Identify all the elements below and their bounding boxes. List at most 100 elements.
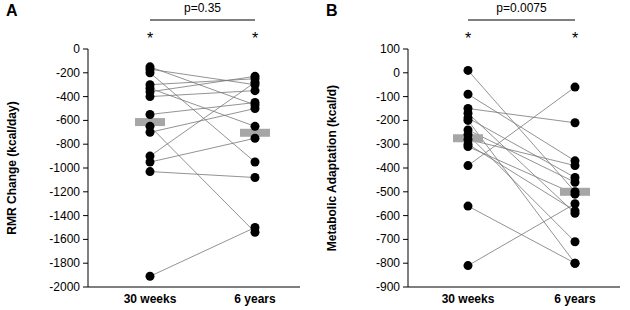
y-tick — [83, 96, 88, 97]
point — [146, 110, 155, 119]
pair-line — [150, 69, 255, 84]
p-value: p=0.35 — [184, 1, 221, 15]
panel: A-2000-1800-1600-1400-1200-1000-800-600-… — [5, 1, 300, 306]
point — [571, 178, 580, 187]
point — [464, 116, 473, 125]
y-tick-label: -400 — [56, 90, 80, 104]
pair-line — [468, 109, 575, 123]
pair-line — [468, 204, 575, 266]
y-tick — [403, 120, 408, 121]
y-tick-label: 100 — [380, 42, 400, 56]
y-tick — [83, 191, 88, 192]
pair-line — [150, 103, 255, 115]
pair-line — [468, 87, 575, 166]
pair-line — [468, 130, 575, 182]
y-tick — [83, 239, 88, 240]
point — [464, 66, 473, 75]
y-tick — [83, 49, 88, 50]
y-tick-label: -300 — [376, 137, 400, 151]
point — [146, 167, 155, 176]
y-tick — [83, 120, 88, 121]
point — [571, 118, 580, 127]
point — [464, 202, 473, 211]
point — [571, 199, 580, 208]
y-tick — [83, 144, 88, 145]
pair-line — [468, 70, 575, 191]
y-tick — [403, 239, 408, 240]
y-tick — [83, 72, 88, 73]
point — [251, 223, 260, 232]
plot-area — [453, 66, 590, 270]
pair-line — [150, 82, 255, 156]
pair-line — [150, 228, 255, 277]
point — [571, 161, 580, 170]
point — [251, 122, 260, 131]
pair-line — [150, 73, 255, 162]
point — [571, 83, 580, 92]
figure: A-2000-1800-1600-1400-1200-1000-800-600-… — [0, 0, 630, 310]
point — [571, 237, 580, 246]
y-tick-label: -500 — [376, 185, 400, 199]
plot-area — [135, 62, 270, 280]
point — [146, 68, 155, 77]
y-tick-label: -1400 — [49, 209, 80, 223]
y-tick-label: -100 — [376, 90, 400, 104]
significance: * — [572, 30, 578, 47]
significance: * — [465, 30, 471, 47]
point — [251, 158, 260, 167]
pair-line — [150, 109, 255, 133]
y-tick-label: -900 — [376, 280, 400, 294]
panel-label: B — [326, 2, 338, 19]
pair-line — [468, 118, 575, 178]
point — [571, 259, 580, 268]
y-tick — [403, 191, 408, 192]
point — [251, 134, 260, 143]
y-tick — [83, 215, 88, 216]
y-tick-label: -200 — [56, 66, 80, 80]
point — [464, 142, 473, 151]
significance: * — [147, 30, 153, 47]
y-tick — [403, 72, 408, 73]
y-tick-label: -600 — [376, 209, 400, 223]
y-axis-title: Metabolic Adaptation (kcal/d) — [325, 85, 339, 251]
point — [146, 272, 155, 281]
x-axis — [88, 287, 300, 288]
y-tick — [403, 215, 408, 216]
point — [571, 259, 580, 268]
y-tick — [403, 168, 408, 169]
panel-label: A — [6, 2, 18, 19]
y-tick-label: 0 — [393, 66, 400, 80]
y-tick-label: -200 — [376, 113, 400, 127]
pair-line — [468, 120, 575, 263]
y-tick — [403, 49, 408, 50]
y-tick-label: -1600 — [49, 232, 80, 246]
point — [251, 78, 260, 87]
point — [571, 190, 580, 199]
y-tick-label: -800 — [56, 137, 80, 151]
pair-line — [150, 126, 255, 232]
y-tick — [83, 263, 88, 264]
y-tick — [83, 287, 88, 288]
y-axis-title: RMR Change (kcal/day) — [5, 101, 19, 234]
point — [251, 104, 260, 113]
y-tick — [403, 287, 408, 288]
point — [464, 161, 473, 170]
y-tick — [403, 96, 408, 97]
y-tick — [403, 144, 408, 145]
y-tick — [403, 263, 408, 264]
point — [146, 158, 155, 167]
bracket — [150, 19, 255, 20]
y-tick-label: 0 — [73, 42, 80, 56]
y-tick — [83, 168, 88, 169]
x-tick-label: 6 years — [234, 292, 276, 306]
x-tick-label: 30 weeks — [442, 292, 495, 306]
point — [251, 173, 260, 182]
pair-line — [468, 135, 575, 242]
panel: B-900-800-700-600-500-400-300-200-100010… — [325, 1, 620, 306]
y-tick-label: -600 — [56, 113, 80, 127]
x-tick-label: 6 years — [554, 292, 596, 306]
pair-line — [150, 172, 255, 178]
pair-line — [468, 139, 575, 165]
pair-line — [468, 113, 575, 213]
pair-line — [150, 76, 255, 91]
